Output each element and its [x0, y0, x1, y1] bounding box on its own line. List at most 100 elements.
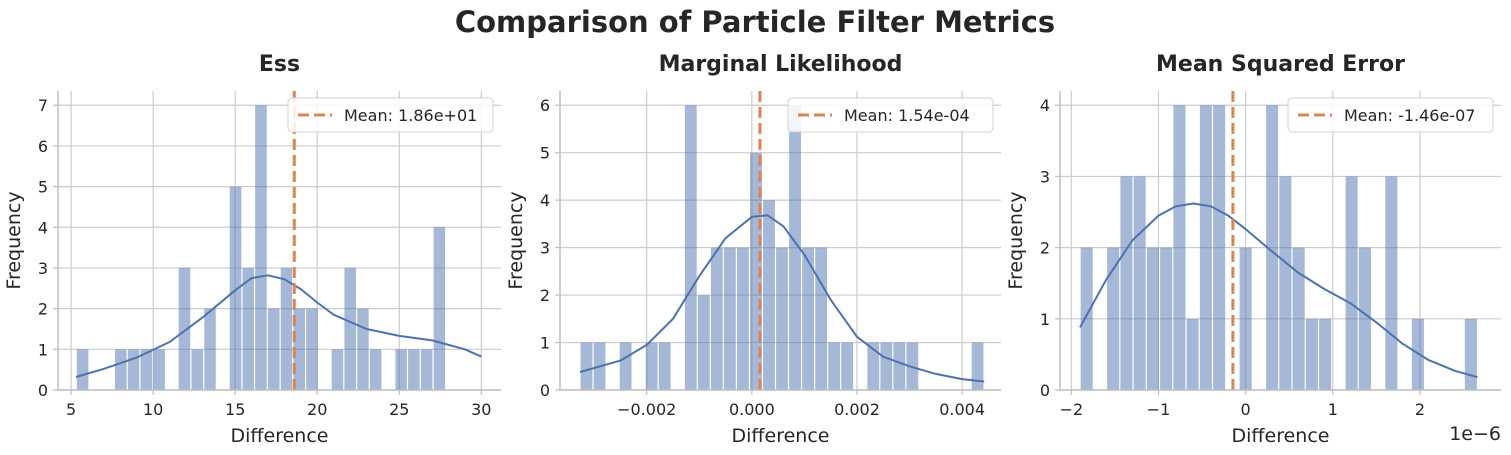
- legend-label: Mean: 1.54e-04: [844, 106, 970, 125]
- histogram-bar: [153, 349, 165, 390]
- x-tick-label: 0.002: [834, 400, 880, 419]
- histogram-bar: [658, 342, 671, 390]
- histogram-bar: [1292, 247, 1305, 390]
- y-tick-label: 2: [1040, 239, 1050, 258]
- histogram-bar: [841, 342, 854, 390]
- y-tick-label: 2: [540, 286, 550, 305]
- histogram-bar: [802, 247, 815, 390]
- subplot-3: −2 −1 0 1 2 0 1 2 3 4 Mean Squared Error Difference…: [1005, 52, 1501, 447]
- kde-curve: [75, 274, 482, 378]
- histogram-bar: [645, 342, 658, 390]
- y-tick-label: 5: [540, 144, 550, 163]
- x-tick-label: 1: [1328, 400, 1338, 419]
- histogram-bar: [331, 349, 344, 390]
- legend-frame: [287, 97, 494, 133]
- y-tick-label: 1: [540, 334, 550, 353]
- histogram-bar: [293, 308, 305, 390]
- histogram-bar: [971, 342, 984, 390]
- x-tick-label: −2: [1060, 400, 1084, 419]
- histogram-bar: [229, 186, 242, 390]
- y-tick-label: 6: [38, 137, 48, 156]
- histogram-bar: [1186, 318, 1199, 390]
- y-tick-label: 0: [1040, 381, 1050, 400]
- histogram-bar: [140, 349, 153, 390]
- histogram-bar: [893, 342, 906, 390]
- x-tick-label: 10: [143, 400, 163, 419]
- y-tick-label: 0: [540, 381, 550, 400]
- subplots: 5 10 15 20 25 3001234567EssDifferenceFrequenc…: [3, 52, 1501, 447]
- histogram-bar: [697, 295, 710, 390]
- histogram-bar: [1239, 247, 1252, 390]
- subplot-title: Ess: [259, 52, 300, 77]
- histogram-bar: [1345, 176, 1358, 390]
- y-tick-label: 3: [540, 239, 550, 258]
- legend-label: Mean: 1.86e+01: [344, 106, 477, 125]
- histogram-bar: [815, 247, 828, 390]
- histogram-bar: [357, 308, 369, 390]
- legend-frame: [787, 97, 994, 133]
- histogram-bar: [255, 105, 267, 390]
- x-tick-label: 2: [1415, 400, 1425, 419]
- y-tick-label: 1: [1040, 310, 1050, 329]
- histogram-bar: [395, 349, 407, 390]
- y-tick-label: 3: [38, 259, 48, 278]
- subplot-title: Marginal Likelihood: [659, 52, 903, 77]
- y-tick-label: 5: [38, 178, 48, 197]
- y-axis-label: Frequency: [505, 191, 527, 289]
- histogram-bar: [619, 342, 632, 390]
- x-tick-label: 15: [225, 400, 245, 419]
- histogram-bar: [127, 349, 140, 390]
- histogram-bar: [267, 308, 280, 390]
- histogram-bar: [1199, 105, 1212, 390]
- histogram-bar: [867, 342, 880, 390]
- subplot-title: Mean Squared Error: [1156, 52, 1405, 77]
- x-tick-label: −1: [1147, 400, 1171, 419]
- x-tick-label: 0: [1241, 400, 1251, 419]
- histogram-bar: [750, 152, 762, 390]
- histogram-bar: [684, 105, 697, 390]
- x-tick-label: 5: [66, 400, 76, 419]
- histogram-bar: [1213, 105, 1226, 390]
- y-tick-label: 6: [540, 96, 550, 115]
- legend: Mean: -1.46e-07: [1287, 97, 1494, 133]
- x-axis-label: Difference: [1232, 425, 1330, 447]
- y-tick-label: 4: [1040, 96, 1050, 115]
- x-axis-label: Difference: [231, 425, 329, 447]
- histogram-bar: [828, 342, 841, 390]
- y-axis-label: Frequency: [1005, 191, 1027, 289]
- histogram-bar: [344, 267, 357, 390]
- kde-curve: [579, 214, 985, 383]
- histogram-bar: [242, 267, 254, 390]
- x-tick-label: −0.002: [617, 400, 676, 419]
- histogram-bar: [580, 342, 593, 390]
- x-axis-offset-text: 1e−6: [1449, 423, 1501, 445]
- y-axis-label: Frequency: [3, 191, 25, 289]
- y-tick-label: 3: [1040, 167, 1050, 186]
- histogram-bar: [306, 308, 318, 390]
- subplot-2: −0.002 0.000 0.002 0.004 0 1 2 3 4 5 6 Marginal Lik…: [505, 52, 1001, 447]
- legend-label: Mean: -1.46e-07: [1344, 106, 1475, 125]
- y-tick-label: 4: [38, 218, 48, 237]
- histogram-bar: [1305, 318, 1318, 390]
- histogram-bar: [204, 308, 216, 390]
- legend-frame: [1287, 97, 1494, 133]
- histogram-bar: [737, 247, 749, 390]
- histogram-bar: [880, 342, 893, 390]
- subplot-1: 5 10 15 20 25 30 0 1 2 3 4 5 6 7 Ess Difference Frequenc…: [3, 52, 501, 447]
- histogram-bar: [1120, 176, 1133, 390]
- x-tick-label: 25: [389, 400, 409, 419]
- kde-curve: [1079, 202, 1478, 379]
- y-tick-label: 7: [38, 96, 48, 115]
- legend: Mean: 1.54e-04: [787, 97, 994, 133]
- histogram-bar: [1319, 318, 1332, 390]
- histogram-bar: [1080, 247, 1093, 390]
- y-tick-label: 4: [540, 191, 550, 210]
- histogram-bar: [710, 247, 723, 390]
- histogram-bar: [1464, 318, 1477, 390]
- histogram-bar: [178, 267, 191, 390]
- x-tick-label: 30: [471, 400, 491, 419]
- histogram-bar: [723, 247, 736, 390]
- histogram-bar: [280, 267, 293, 390]
- x-tick-label: 0.000: [729, 400, 775, 419]
